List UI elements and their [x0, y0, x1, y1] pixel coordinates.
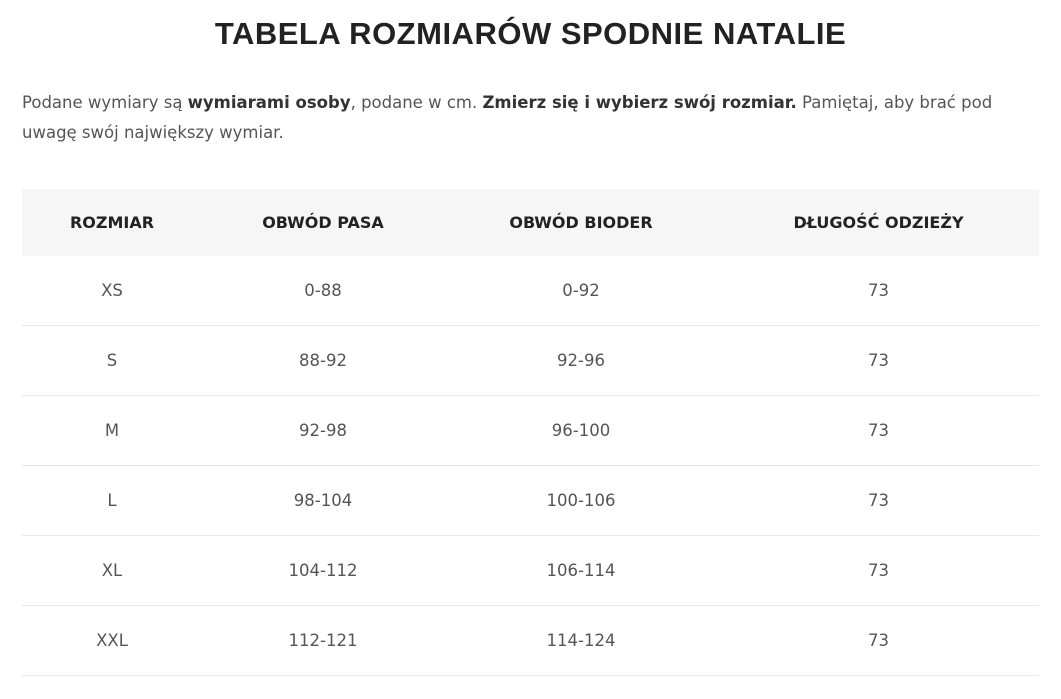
cell-length: 73: [718, 395, 1039, 466]
header-length: DŁUGOŚĆ ODZIEŻY: [718, 189, 1039, 256]
cell-length: 73: [718, 465, 1039, 536]
cell-waist: 98-104: [202, 465, 444, 536]
header-waist: OBWÓD PASA: [202, 189, 444, 256]
cell-length: 73: [718, 256, 1039, 326]
cell-length: 73: [718, 605, 1039, 676]
cell-size: S: [22, 325, 202, 396]
table-row: S 88-92 92-96 73: [22, 325, 1039, 396]
cell-waist: 112-121: [202, 605, 444, 676]
table-row: XL 104-112 106-114 73: [22, 535, 1039, 606]
cell-size: L: [22, 465, 202, 536]
intro-part: , podane w cm.: [350, 93, 483, 112]
intro-text: Podane wymiary są wymiarami osoby, podan…: [22, 88, 1042, 148]
intro-part: Podane wymiary są: [22, 93, 188, 112]
cell-waist: 88-92: [202, 325, 444, 396]
cell-size: XS: [22, 256, 202, 326]
cell-hips: 100-106: [444, 465, 718, 536]
cell-waist: 104-112: [202, 535, 444, 606]
cell-size: M: [22, 395, 202, 466]
cell-size: XL: [22, 535, 202, 606]
cell-hips: 106-114: [444, 535, 718, 606]
cell-size: XXL: [22, 605, 202, 676]
page-title: TABELA ROZMIARÓW SPODNIE NATALIE: [214, 16, 847, 51]
table-row: M 92-98 96-100 73: [22, 395, 1039, 466]
intro-bold: Zmierz się i wybierz swój rozmiar.: [482, 93, 797, 112]
cell-hips: 92-96: [444, 325, 718, 396]
cell-length: 73: [718, 535, 1039, 606]
table-row: L 98-104 100-106 73: [22, 465, 1039, 536]
table-row: XS 0-88 0-92 73: [22, 256, 1039, 326]
table-header-row: ROZMIAR OBWÓD PASA OBWÓD BIODER DŁUGOŚĆ …: [22, 189, 1039, 256]
cell-length: 73: [718, 325, 1039, 396]
table-row: XXL 112-121 114-124 73: [22, 605, 1039, 676]
cell-hips: 114-124: [444, 605, 718, 676]
size-table: ROZMIAR OBWÓD PASA OBWÓD BIODER DŁUGOŚĆ …: [22, 189, 1039, 676]
header-hips: OBWÓD BIODER: [444, 189, 718, 256]
cell-hips: 0-92: [444, 256, 718, 326]
cell-hips: 96-100: [444, 395, 718, 466]
intro-bold: wymiarami osoby: [187, 93, 351, 112]
cell-waist: 92-98: [202, 395, 444, 466]
header-size: ROZMIAR: [22, 189, 202, 256]
intro-part: Pamiętaj, aby brać pod uwagę swój najwię…: [22, 93, 993, 142]
cell-waist: 0-88: [202, 256, 444, 326]
